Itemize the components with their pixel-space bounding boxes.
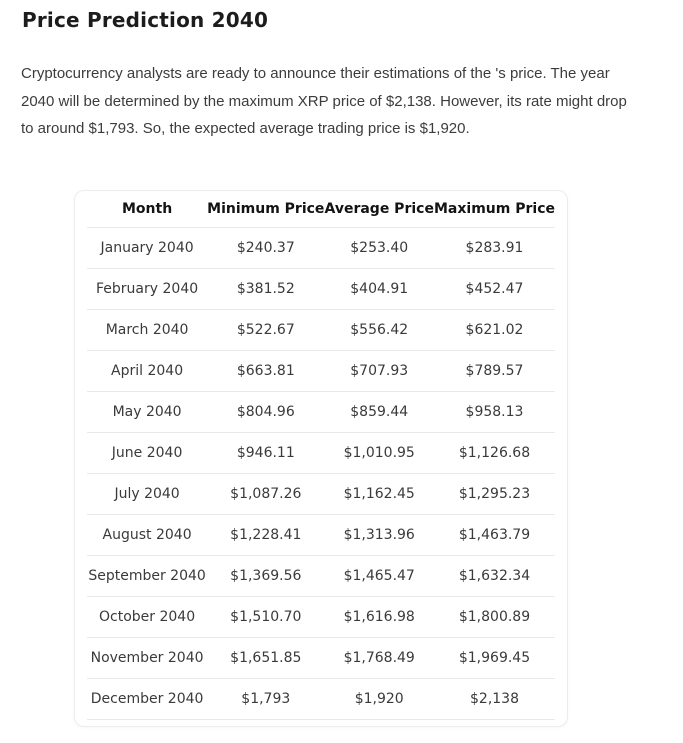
price-table-card: Month Minimum Price Average Price Maximu… <box>74 190 568 727</box>
maximum-price-cell: $1,126.68 <box>434 432 555 474</box>
average-price-cell: $1,010.95 <box>324 432 434 474</box>
average-price-cell: $1,768.49 <box>324 637 434 679</box>
maximum-price-cell: $789.57 <box>434 350 555 392</box>
maximum-price-cell: $1,463.79 <box>434 514 555 556</box>
average-price-cell: $1,616.98 <box>324 596 434 638</box>
minimum-price-cell: $663.81 <box>207 350 325 392</box>
average-price-cell: $1,920 <box>324 678 434 720</box>
month-cell: January 2040 <box>87 227 208 269</box>
month-cell: April 2040 <box>87 350 208 392</box>
table-row: September 2040 $1,369.56 $1,465.47 $1,632.3… <box>87 555 555 597</box>
month-cell: March 2040 <box>87 309 208 351</box>
maximum-price-cell: $1,632.34 <box>434 555 555 597</box>
table-row: January 2040 $240.37 $253.40 $283.91 <box>87 227 555 269</box>
table-row: June 2040 $946.11 $1,010.95 $1,126.68 <box>87 432 555 474</box>
header-row: Month Minimum Price Average Price Maximu… <box>87 191 555 228</box>
average-price-cell: $253.40 <box>324 227 434 269</box>
month-cell: September 2040 <box>87 555 208 597</box>
column-header-maximum-price: Maximum Price <box>434 191 555 228</box>
minimum-price-cell: $1,087.26 <box>207 473 325 515</box>
average-price-cell: $1,162.45 <box>324 473 434 515</box>
minimum-price-cell: $804.96 <box>207 391 325 433</box>
column-header-minimum-price: Minimum Price <box>207 191 325 228</box>
maximum-price-cell: $452.47 <box>434 268 555 310</box>
price-table-body: January 2040 $240.37 $253.40 $283.91 Februar… <box>87 227 555 720</box>
minimum-price-cell: $240.37 <box>207 227 325 269</box>
minimum-price-cell: $946.11 <box>207 432 325 474</box>
month-cell: May 2040 <box>87 391 208 433</box>
average-price-cell: $404.91 <box>324 268 434 310</box>
average-price-cell: $1,313.96 <box>324 514 434 556</box>
column-header-average-price: Average Price <box>324 191 434 228</box>
table-row: July 2040 $1,087.26 $1,162.45 $1,295.23 <box>87 473 555 515</box>
maximum-price-cell: $283.91 <box>434 227 555 269</box>
month-cell: October 2040 <box>87 596 208 638</box>
intro-paragraph: Cryptocurrency analysts are ready to ann… <box>21 65 627 137</box>
maximum-price-cell: $621.02 <box>434 309 555 351</box>
average-price-cell: $859.44 <box>324 391 434 433</box>
average-price-cell: $707.93 <box>324 350 434 392</box>
average-price-cell: $556.42 <box>324 309 434 351</box>
maximum-price-cell: $1,295.23 <box>434 473 555 515</box>
month-cell: November 2040 <box>87 637 208 679</box>
price-table-head: Month Minimum Price Average Price Maximu… <box>87 191 555 228</box>
page-title: Price Prediction 2040 <box>22 8 269 32</box>
table-row: August 2040 $1,228.41 $1,313.96 $1,463.79 <box>87 514 555 556</box>
month-cell: August 2040 <box>87 514 208 556</box>
table-row: April 2040 $663.81 $707.93 $789.57 <box>87 350 555 392</box>
table-row: May 2040 $804.96 $859.44 $958.13 <box>87 391 555 433</box>
minimum-price-cell: $1,651.85 <box>207 637 325 679</box>
table-row: March 2040 $522.67 $556.42 $621.02 <box>87 309 555 351</box>
maximum-price-cell: $958.13 <box>434 391 555 433</box>
minimum-price-cell: $522.67 <box>207 309 325 351</box>
maximum-price-cell: $2,138 <box>434 678 555 720</box>
maximum-price-cell: $1,969.45 <box>434 637 555 679</box>
table-row: February 2040 $381.52 $404.91 $452.47 <box>87 268 555 310</box>
maximum-price-cell: $1,800.89 <box>434 596 555 638</box>
month-cell: July 2040 <box>87 473 208 515</box>
table-row: December 2040 $1,793 $1,920 $2,138 <box>87 678 555 720</box>
column-header-month: Month <box>87 191 208 228</box>
month-cell: February 2040 <box>87 268 208 310</box>
average-price-cell: $1,465.47 <box>324 555 434 597</box>
minimum-price-cell: $1,793 <box>207 678 325 720</box>
table-row: October 2040 $1,510.70 $1,616.98 $1,800.89 <box>87 596 555 638</box>
minimum-price-cell: $1,369.56 <box>207 555 325 597</box>
minimum-price-cell: $1,228.41 <box>207 514 325 556</box>
table-row: November 2040 $1,651.85 $1,768.49 $1,969.45 <box>87 637 555 679</box>
price-prediction-table: Month Minimum Price Average Price Maximu… <box>87 191 555 720</box>
minimum-price-cell: $381.52 <box>207 268 325 310</box>
month-cell: December 2040 <box>87 678 208 720</box>
minimum-price-cell: $1,510.70 <box>207 596 325 638</box>
month-cell: June 2040 <box>87 432 208 474</box>
